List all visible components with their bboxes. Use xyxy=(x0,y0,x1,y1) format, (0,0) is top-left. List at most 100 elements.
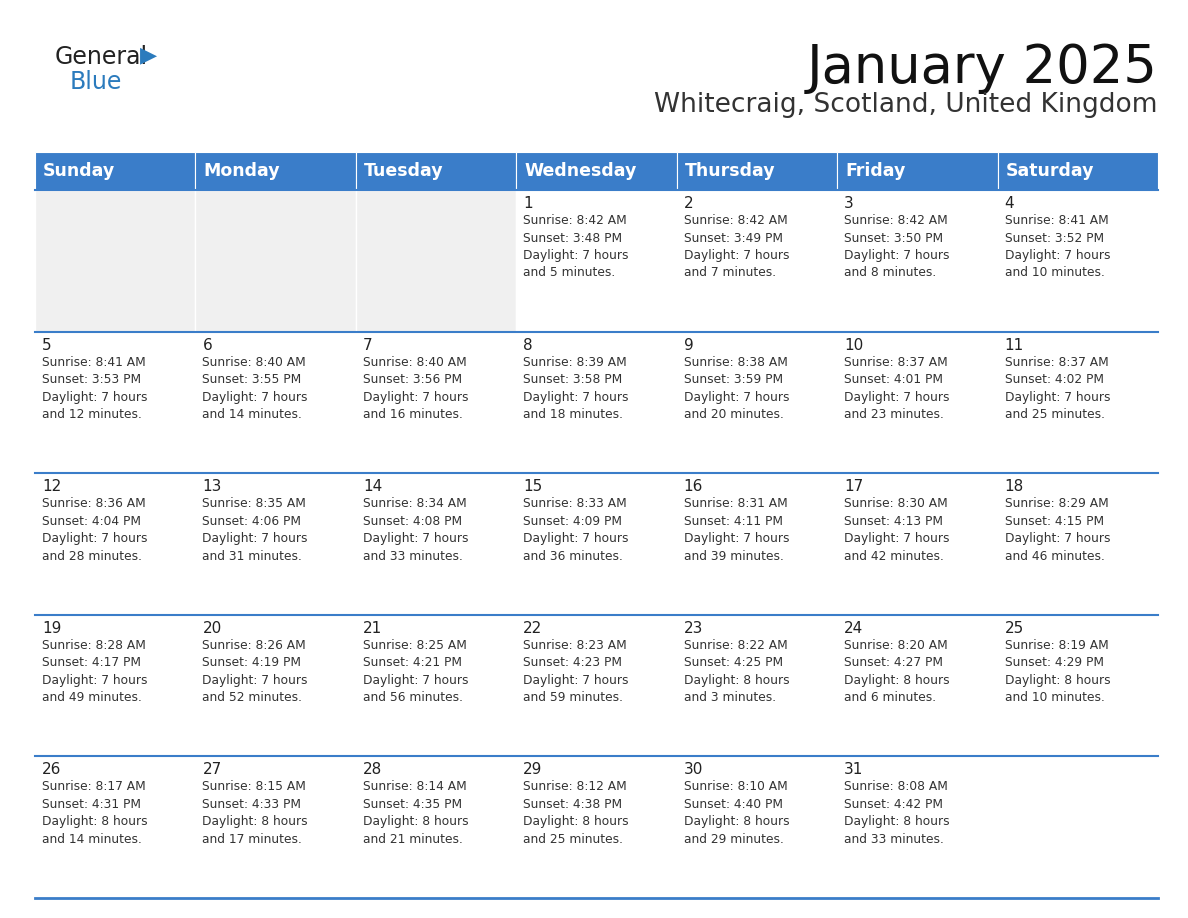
Bar xyxy=(196,331,356,473)
Text: Sunrise: 8:17 AM
Sunset: 4:31 PM
Daylight: 8 hours
and 14 minutes.: Sunrise: 8:17 AM Sunset: 4:31 PM Dayligh… xyxy=(42,780,147,845)
Bar xyxy=(196,152,356,190)
Bar xyxy=(356,152,517,190)
Text: January 2025: January 2025 xyxy=(807,42,1158,94)
Bar xyxy=(34,473,196,615)
Text: Wednesday: Wednesday xyxy=(524,162,637,180)
Bar xyxy=(34,152,196,190)
Text: Sunrise: 8:23 AM
Sunset: 4:23 PM
Daylight: 7 hours
and 59 minutes.: Sunrise: 8:23 AM Sunset: 4:23 PM Dayligh… xyxy=(523,639,628,704)
Bar xyxy=(998,331,1158,473)
Text: Sunrise: 8:41 AM
Sunset: 3:52 PM
Daylight: 7 hours
and 10 minutes.: Sunrise: 8:41 AM Sunset: 3:52 PM Dayligh… xyxy=(1005,214,1110,279)
Text: Sunrise: 8:14 AM
Sunset: 4:35 PM
Daylight: 8 hours
and 21 minutes.: Sunrise: 8:14 AM Sunset: 4:35 PM Dayligh… xyxy=(362,780,468,845)
Text: 24: 24 xyxy=(845,621,864,636)
Text: Sunrise: 8:26 AM
Sunset: 4:19 PM
Daylight: 7 hours
and 52 minutes.: Sunrise: 8:26 AM Sunset: 4:19 PM Dayligh… xyxy=(202,639,308,704)
Bar xyxy=(517,756,677,898)
Text: Sunrise: 8:25 AM
Sunset: 4:21 PM
Daylight: 7 hours
and 56 minutes.: Sunrise: 8:25 AM Sunset: 4:21 PM Dayligh… xyxy=(362,639,468,704)
Bar xyxy=(998,152,1158,190)
Text: Whitecraig, Scotland, United Kingdom: Whitecraig, Scotland, United Kingdom xyxy=(655,92,1158,118)
Text: Sunrise: 8:10 AM
Sunset: 4:40 PM
Daylight: 8 hours
and 29 minutes.: Sunrise: 8:10 AM Sunset: 4:40 PM Dayligh… xyxy=(684,780,789,845)
Text: 17: 17 xyxy=(845,479,864,494)
Text: 14: 14 xyxy=(362,479,383,494)
Text: Friday: Friday xyxy=(845,162,905,180)
Text: 2: 2 xyxy=(684,196,694,211)
Bar xyxy=(517,331,677,473)
Text: 10: 10 xyxy=(845,338,864,353)
Bar xyxy=(677,190,838,331)
Bar xyxy=(517,152,677,190)
Text: 7: 7 xyxy=(362,338,373,353)
Text: Sunrise: 8:20 AM
Sunset: 4:27 PM
Daylight: 8 hours
and 6 minutes.: Sunrise: 8:20 AM Sunset: 4:27 PM Dayligh… xyxy=(845,639,949,704)
Text: Sunrise: 8:38 AM
Sunset: 3:59 PM
Daylight: 7 hours
and 20 minutes.: Sunrise: 8:38 AM Sunset: 3:59 PM Dayligh… xyxy=(684,355,789,421)
Text: Sunrise: 8:30 AM
Sunset: 4:13 PM
Daylight: 7 hours
and 42 minutes.: Sunrise: 8:30 AM Sunset: 4:13 PM Dayligh… xyxy=(845,498,949,563)
Text: Sunrise: 8:39 AM
Sunset: 3:58 PM
Daylight: 7 hours
and 18 minutes.: Sunrise: 8:39 AM Sunset: 3:58 PM Dayligh… xyxy=(523,355,628,421)
Text: Sunrise: 8:12 AM
Sunset: 4:38 PM
Daylight: 8 hours
and 25 minutes.: Sunrise: 8:12 AM Sunset: 4:38 PM Dayligh… xyxy=(523,780,628,845)
Text: 30: 30 xyxy=(684,763,703,778)
Bar xyxy=(998,756,1158,898)
Text: Tuesday: Tuesday xyxy=(364,162,443,180)
Bar xyxy=(34,190,196,331)
Text: 18: 18 xyxy=(1005,479,1024,494)
Bar xyxy=(677,331,838,473)
Text: 31: 31 xyxy=(845,763,864,778)
Text: Sunrise: 8:42 AM
Sunset: 3:48 PM
Daylight: 7 hours
and 5 minutes.: Sunrise: 8:42 AM Sunset: 3:48 PM Dayligh… xyxy=(523,214,628,279)
Bar xyxy=(677,473,838,615)
Text: Sunrise: 8:35 AM
Sunset: 4:06 PM
Daylight: 7 hours
and 31 minutes.: Sunrise: 8:35 AM Sunset: 4:06 PM Dayligh… xyxy=(202,498,308,563)
Bar xyxy=(34,331,196,473)
Bar xyxy=(838,473,998,615)
Text: Sunrise: 8:22 AM
Sunset: 4:25 PM
Daylight: 8 hours
and 3 minutes.: Sunrise: 8:22 AM Sunset: 4:25 PM Dayligh… xyxy=(684,639,789,704)
Bar xyxy=(196,615,356,756)
Text: ▶: ▶ xyxy=(140,45,157,65)
Bar xyxy=(517,615,677,756)
Text: 9: 9 xyxy=(684,338,694,353)
Text: Sunrise: 8:41 AM
Sunset: 3:53 PM
Daylight: 7 hours
and 12 minutes.: Sunrise: 8:41 AM Sunset: 3:53 PM Dayligh… xyxy=(42,355,147,421)
Text: 28: 28 xyxy=(362,763,383,778)
Text: Sunrise: 8:34 AM
Sunset: 4:08 PM
Daylight: 7 hours
and 33 minutes.: Sunrise: 8:34 AM Sunset: 4:08 PM Dayligh… xyxy=(362,498,468,563)
Text: 20: 20 xyxy=(202,621,222,636)
Bar xyxy=(356,473,517,615)
Text: Sunrise: 8:42 AM
Sunset: 3:50 PM
Daylight: 7 hours
and 8 minutes.: Sunrise: 8:42 AM Sunset: 3:50 PM Dayligh… xyxy=(845,214,949,279)
Bar xyxy=(196,756,356,898)
Text: Monday: Monday xyxy=(203,162,280,180)
Text: Sunrise: 8:28 AM
Sunset: 4:17 PM
Daylight: 7 hours
and 49 minutes.: Sunrise: 8:28 AM Sunset: 4:17 PM Dayligh… xyxy=(42,639,147,704)
Text: 15: 15 xyxy=(523,479,543,494)
Bar xyxy=(196,190,356,331)
Text: 1: 1 xyxy=(523,196,533,211)
Bar xyxy=(356,756,517,898)
Bar xyxy=(838,190,998,331)
Text: 12: 12 xyxy=(42,479,62,494)
Bar xyxy=(34,756,196,898)
Text: 5: 5 xyxy=(42,338,51,353)
Bar xyxy=(677,152,838,190)
Text: Sunrise: 8:37 AM
Sunset: 4:01 PM
Daylight: 7 hours
and 23 minutes.: Sunrise: 8:37 AM Sunset: 4:01 PM Dayligh… xyxy=(845,355,949,421)
Text: 26: 26 xyxy=(42,763,62,778)
Text: Sunrise: 8:40 AM
Sunset: 3:56 PM
Daylight: 7 hours
and 16 minutes.: Sunrise: 8:40 AM Sunset: 3:56 PM Dayligh… xyxy=(362,355,468,421)
Text: 11: 11 xyxy=(1005,338,1024,353)
Text: Sunrise: 8:31 AM
Sunset: 4:11 PM
Daylight: 7 hours
and 39 minutes.: Sunrise: 8:31 AM Sunset: 4:11 PM Dayligh… xyxy=(684,498,789,563)
Bar xyxy=(838,615,998,756)
Text: 29: 29 xyxy=(523,763,543,778)
Text: Sunrise: 8:29 AM
Sunset: 4:15 PM
Daylight: 7 hours
and 46 minutes.: Sunrise: 8:29 AM Sunset: 4:15 PM Dayligh… xyxy=(1005,498,1110,563)
Bar xyxy=(677,615,838,756)
Text: Thursday: Thursday xyxy=(684,162,776,180)
Text: Sunrise: 8:36 AM
Sunset: 4:04 PM
Daylight: 7 hours
and 28 minutes.: Sunrise: 8:36 AM Sunset: 4:04 PM Dayligh… xyxy=(42,498,147,563)
Bar xyxy=(356,615,517,756)
Text: Sunrise: 8:37 AM
Sunset: 4:02 PM
Daylight: 7 hours
and 25 minutes.: Sunrise: 8:37 AM Sunset: 4:02 PM Dayligh… xyxy=(1005,355,1110,421)
Text: 13: 13 xyxy=(202,479,222,494)
Text: Blue: Blue xyxy=(70,70,122,94)
Bar xyxy=(677,756,838,898)
Bar xyxy=(998,615,1158,756)
Text: 22: 22 xyxy=(523,621,543,636)
Bar xyxy=(517,473,677,615)
Bar xyxy=(356,190,517,331)
Text: 3: 3 xyxy=(845,196,854,211)
Text: Sunrise: 8:15 AM
Sunset: 4:33 PM
Daylight: 8 hours
and 17 minutes.: Sunrise: 8:15 AM Sunset: 4:33 PM Dayligh… xyxy=(202,780,308,845)
Bar xyxy=(34,615,196,756)
Bar xyxy=(838,152,998,190)
Text: Sunrise: 8:40 AM
Sunset: 3:55 PM
Daylight: 7 hours
and 14 minutes.: Sunrise: 8:40 AM Sunset: 3:55 PM Dayligh… xyxy=(202,355,308,421)
Text: Sunrise: 8:33 AM
Sunset: 4:09 PM
Daylight: 7 hours
and 36 minutes.: Sunrise: 8:33 AM Sunset: 4:09 PM Dayligh… xyxy=(523,498,628,563)
Text: Sunrise: 8:42 AM
Sunset: 3:49 PM
Daylight: 7 hours
and 7 minutes.: Sunrise: 8:42 AM Sunset: 3:49 PM Dayligh… xyxy=(684,214,789,279)
Text: Sunrise: 8:08 AM
Sunset: 4:42 PM
Daylight: 8 hours
and 33 minutes.: Sunrise: 8:08 AM Sunset: 4:42 PM Dayligh… xyxy=(845,780,949,845)
Text: 6: 6 xyxy=(202,338,213,353)
Bar xyxy=(196,473,356,615)
Bar xyxy=(998,473,1158,615)
Bar xyxy=(998,190,1158,331)
